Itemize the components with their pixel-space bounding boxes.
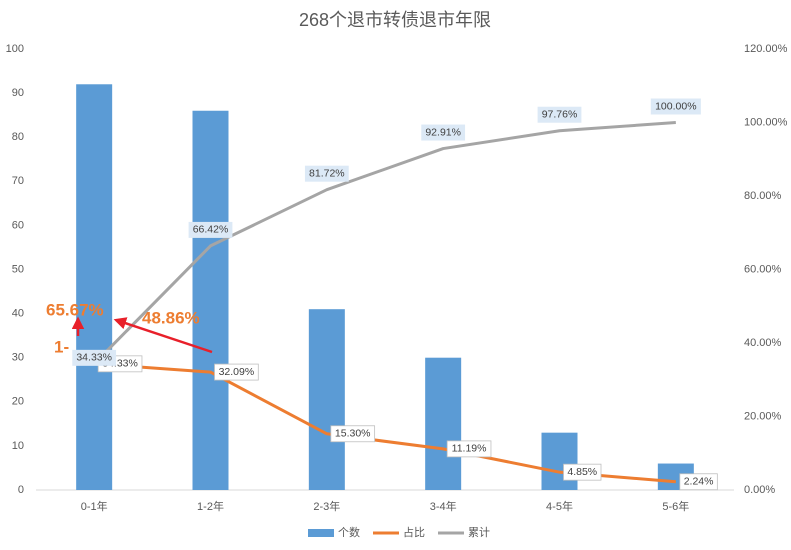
data-label: 2.24% (684, 476, 714, 488)
y-tick-label: 40 (12, 308, 24, 320)
y-tick-label: 0 (18, 484, 24, 496)
bar (308, 309, 345, 490)
legend-swatch (308, 529, 334, 537)
data-label-box (679, 473, 718, 491)
data-label-box (214, 363, 259, 381)
y2-tick-label: 40.00% (744, 337, 782, 349)
bar (76, 84, 113, 490)
x-tick-label: 0-1年 (81, 499, 108, 513)
annotation: 65.67% (46, 300, 104, 319)
y-tick-label: 50 (12, 263, 24, 275)
legend-label: 占比 (403, 525, 425, 539)
x-tick-label: 3-4年 (430, 499, 457, 513)
data-label: 34.33% (76, 352, 112, 364)
annotation: 1- (54, 337, 69, 356)
line (93, 121, 676, 365)
data-label-box (72, 349, 117, 366)
data-label: 66.42% (193, 224, 229, 236)
y-tick-label: 60 (12, 219, 24, 231)
y2-tick-label: 20.00% (744, 410, 782, 422)
y-tick-label: 30 (12, 352, 24, 364)
data-label-box (330, 425, 376, 443)
data-label: 32.09% (219, 366, 255, 378)
bar (192, 110, 229, 491)
data-label: 92.91% (425, 126, 461, 138)
y2-tick-label: 80.00% (744, 190, 782, 202)
chart-title: 268个退市转债退市年限 (299, 10, 491, 30)
y-tick-label: 10 (12, 440, 24, 452)
y-tick-label: 70 (12, 175, 24, 187)
data-label-box (304, 165, 349, 182)
arrow (113, 317, 213, 354)
data-label: 97.76% (542, 109, 578, 121)
data-label-box (446, 440, 492, 458)
x-tick-label: 2-3年 (313, 499, 340, 513)
y-tick-label: 80 (12, 131, 24, 143)
data-label-box (650, 98, 701, 115)
x-tick-label: 4-5年 (546, 499, 573, 513)
data-label: 15.30% (335, 428, 371, 440)
legend-label: 累计 (468, 526, 490, 539)
y-tick-label: 90 (12, 87, 24, 99)
data-label: 4.85% (567, 466, 597, 478)
y-tick-label: 100 (6, 43, 24, 55)
bar (425, 357, 462, 490)
annotation: 48.86% (142, 308, 200, 327)
x-tick-label: 1-2年 (197, 499, 224, 513)
y-tick-label: 20 (12, 396, 24, 408)
y2-tick-label: 120.00% (744, 43, 788, 55)
y2-tick-label: 0.00% (744, 484, 775, 496)
data-label: 81.72% (309, 167, 345, 179)
y2-tick-label: 100.00% (744, 116, 788, 128)
y2-tick-label: 60.00% (744, 263, 782, 275)
data-label: 11.19% (452, 443, 487, 455)
legend-label: 个数 (338, 526, 360, 539)
bar (541, 432, 578, 490)
data-label-box (537, 106, 582, 123)
x-tick-label: 5-6年 (662, 499, 689, 513)
data-label: 100.00% (655, 100, 696, 112)
data-label-box (188, 221, 233, 238)
data-label-box (421, 124, 466, 141)
data-label-box (563, 463, 602, 481)
